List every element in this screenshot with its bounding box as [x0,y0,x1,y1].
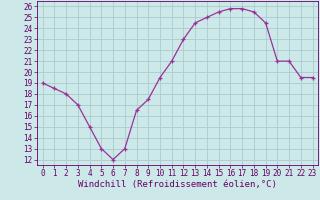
X-axis label: Windchill (Refroidissement éolien,°C): Windchill (Refroidissement éolien,°C) [78,180,277,189]
